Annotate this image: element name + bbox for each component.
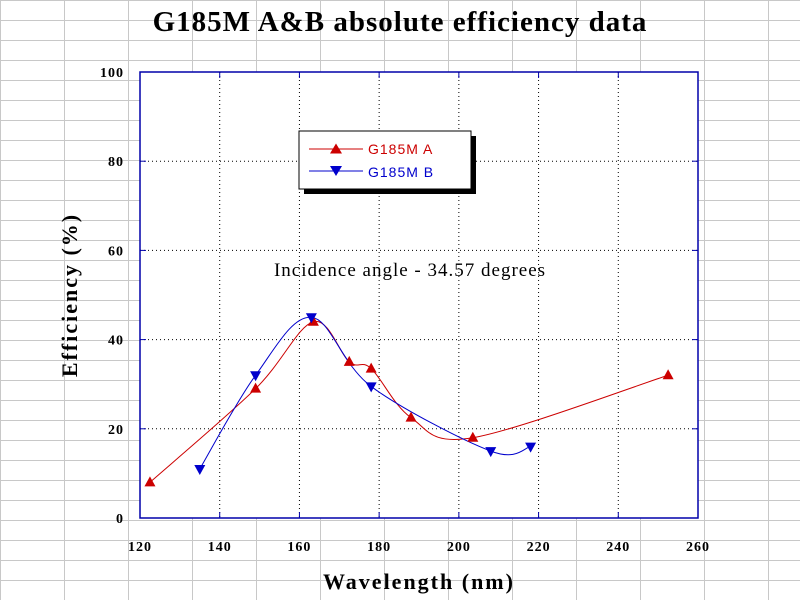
- data-point-a: [365, 362, 377, 373]
- incidence-angle-annotation: Incidence angle - 34.57 degrees: [274, 260, 546, 281]
- chart-title: G185M A&B absolute efficiency data: [153, 6, 648, 38]
- x-tick-label: 160: [287, 540, 311, 555]
- y-tick-label: 20: [108, 423, 124, 438]
- data-point-b: [525, 442, 537, 453]
- y-tick-label: 80: [108, 155, 124, 170]
- data-point-a: [405, 411, 417, 422]
- y-tick-label: 60: [108, 244, 124, 259]
- data-point-b: [485, 447, 497, 458]
- y-axis-title: Efficiency (%): [57, 213, 82, 377]
- data-point-a: [144, 476, 156, 487]
- data-point-b: [305, 313, 317, 324]
- legend-marker-a: [330, 143, 342, 154]
- data-point-a: [307, 315, 319, 326]
- y-tick-label: 100: [100, 66, 124, 81]
- legend-marker-b: [330, 166, 342, 176]
- x-tick-label: 200: [447, 540, 471, 555]
- legend-label-a: G185M A: [368, 141, 433, 157]
- axis-ticks: [139, 71, 699, 519]
- legend-box: [298, 130, 472, 190]
- legend: G185M A G185M B: [298, 130, 476, 194]
- data-point-a: [250, 382, 262, 393]
- x-tick-label: 180: [367, 540, 391, 555]
- x-tick-label: 140: [208, 540, 232, 555]
- x-tick-label: 240: [606, 540, 630, 555]
- grid: [140, 72, 698, 518]
- data-point-b: [194, 464, 206, 475]
- y-tick-label: 0: [116, 512, 124, 527]
- data-point-a: [467, 431, 479, 442]
- legend-label-b: G185M B: [368, 164, 434, 180]
- y-tick-labels: 0 20 40 60 80 100: [100, 66, 124, 527]
- data-point-b: [250, 371, 262, 382]
- x-tick-label: 120: [128, 540, 152, 555]
- data-point-a: [343, 355, 355, 366]
- data-point-b: [365, 382, 377, 393]
- x-tick-label: 260: [686, 540, 710, 555]
- series-markers: [144, 313, 674, 487]
- data-point-a: [662, 369, 674, 380]
- x-tick-labels: 120 140 160 180 200 220 240 260: [128, 540, 710, 555]
- y-tick-label: 40: [108, 334, 124, 349]
- x-tick-label: 220: [527, 540, 551, 555]
- x-axis-title: Wavelength (nm): [323, 569, 515, 594]
